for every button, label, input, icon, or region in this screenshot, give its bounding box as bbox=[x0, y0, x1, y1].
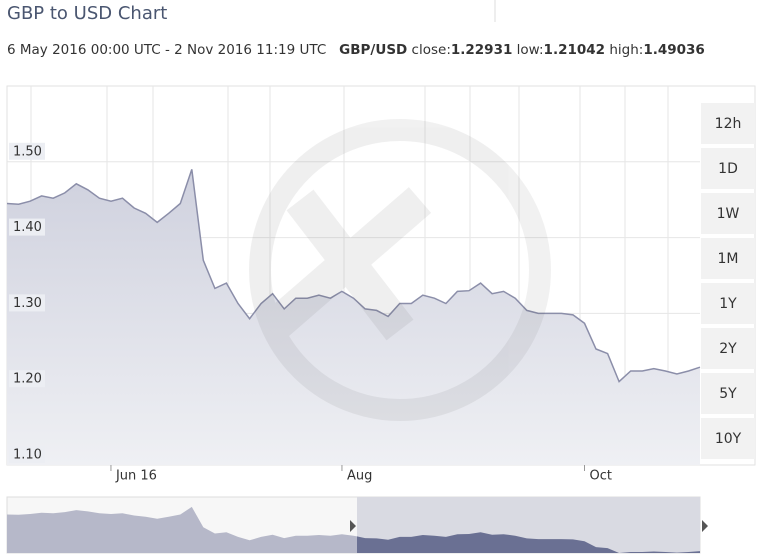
range-button[interactable]: 5Y bbox=[701, 373, 755, 414]
navigator-area-selected bbox=[357, 532, 700, 553]
high-value: 1.49036 bbox=[643, 42, 705, 58]
date-range: 6 May 2016 00:00 UTC - 2 Nov 2016 11:19 … bbox=[7, 42, 327, 58]
low-label: low: bbox=[516, 42, 544, 58]
range-button[interactable]: 1M bbox=[701, 238, 755, 279]
area bbox=[7, 169, 700, 465]
range-button[interactable]: 12h bbox=[701, 103, 755, 144]
subtitle: 6 May 2016 00:00 UTC - 2 Nov 2016 11:19 … bbox=[7, 42, 705, 58]
y-tick-box bbox=[9, 294, 45, 312]
range-button[interactable]: 1D bbox=[701, 148, 755, 189]
y-tick-label: 1.20 bbox=[13, 372, 42, 387]
y-tick-box bbox=[9, 446, 45, 463]
y-tick-label: 1.30 bbox=[13, 296, 42, 311]
x-tick-label: Aug bbox=[347, 469, 372, 484]
watermark bbox=[249, 119, 551, 421]
plot-layer: 1.10 1.20 1.30 1.40 1.50 Jun 16 Aug Oct bbox=[6, 142, 701, 484]
y-tick-label: 1.50 bbox=[13, 144, 42, 159]
y-tick-box bbox=[9, 218, 45, 236]
close-label: close: bbox=[411, 42, 451, 58]
y-tick-box bbox=[9, 370, 45, 388]
title: GBP to USD Chart bbox=[7, 3, 168, 24]
range-button[interactable]: 1W bbox=[701, 193, 755, 234]
range-button[interactable]: 10Y bbox=[701, 418, 755, 459]
high-label: high: bbox=[609, 42, 644, 58]
range-button[interactable]: 2Y bbox=[701, 328, 755, 369]
y-tick-label: 1.40 bbox=[13, 220, 42, 235]
x-tick-label: Jun 16 bbox=[115, 469, 157, 484]
navigator-area bbox=[7, 506, 357, 553]
pair: GBP/USD bbox=[339, 42, 408, 58]
range-button[interactable]: 1Y bbox=[701, 283, 755, 324]
navigator-layer bbox=[7, 506, 700, 553]
y-tick-label: 1.10 bbox=[13, 448, 42, 463]
line bbox=[6, 169, 701, 383]
low-value: 1.21042 bbox=[543, 42, 606, 58]
y-tick-box bbox=[9, 142, 45, 160]
close-value: 1.22931 bbox=[450, 42, 513, 58]
x-tick-label: Oct bbox=[590, 469, 612, 484]
